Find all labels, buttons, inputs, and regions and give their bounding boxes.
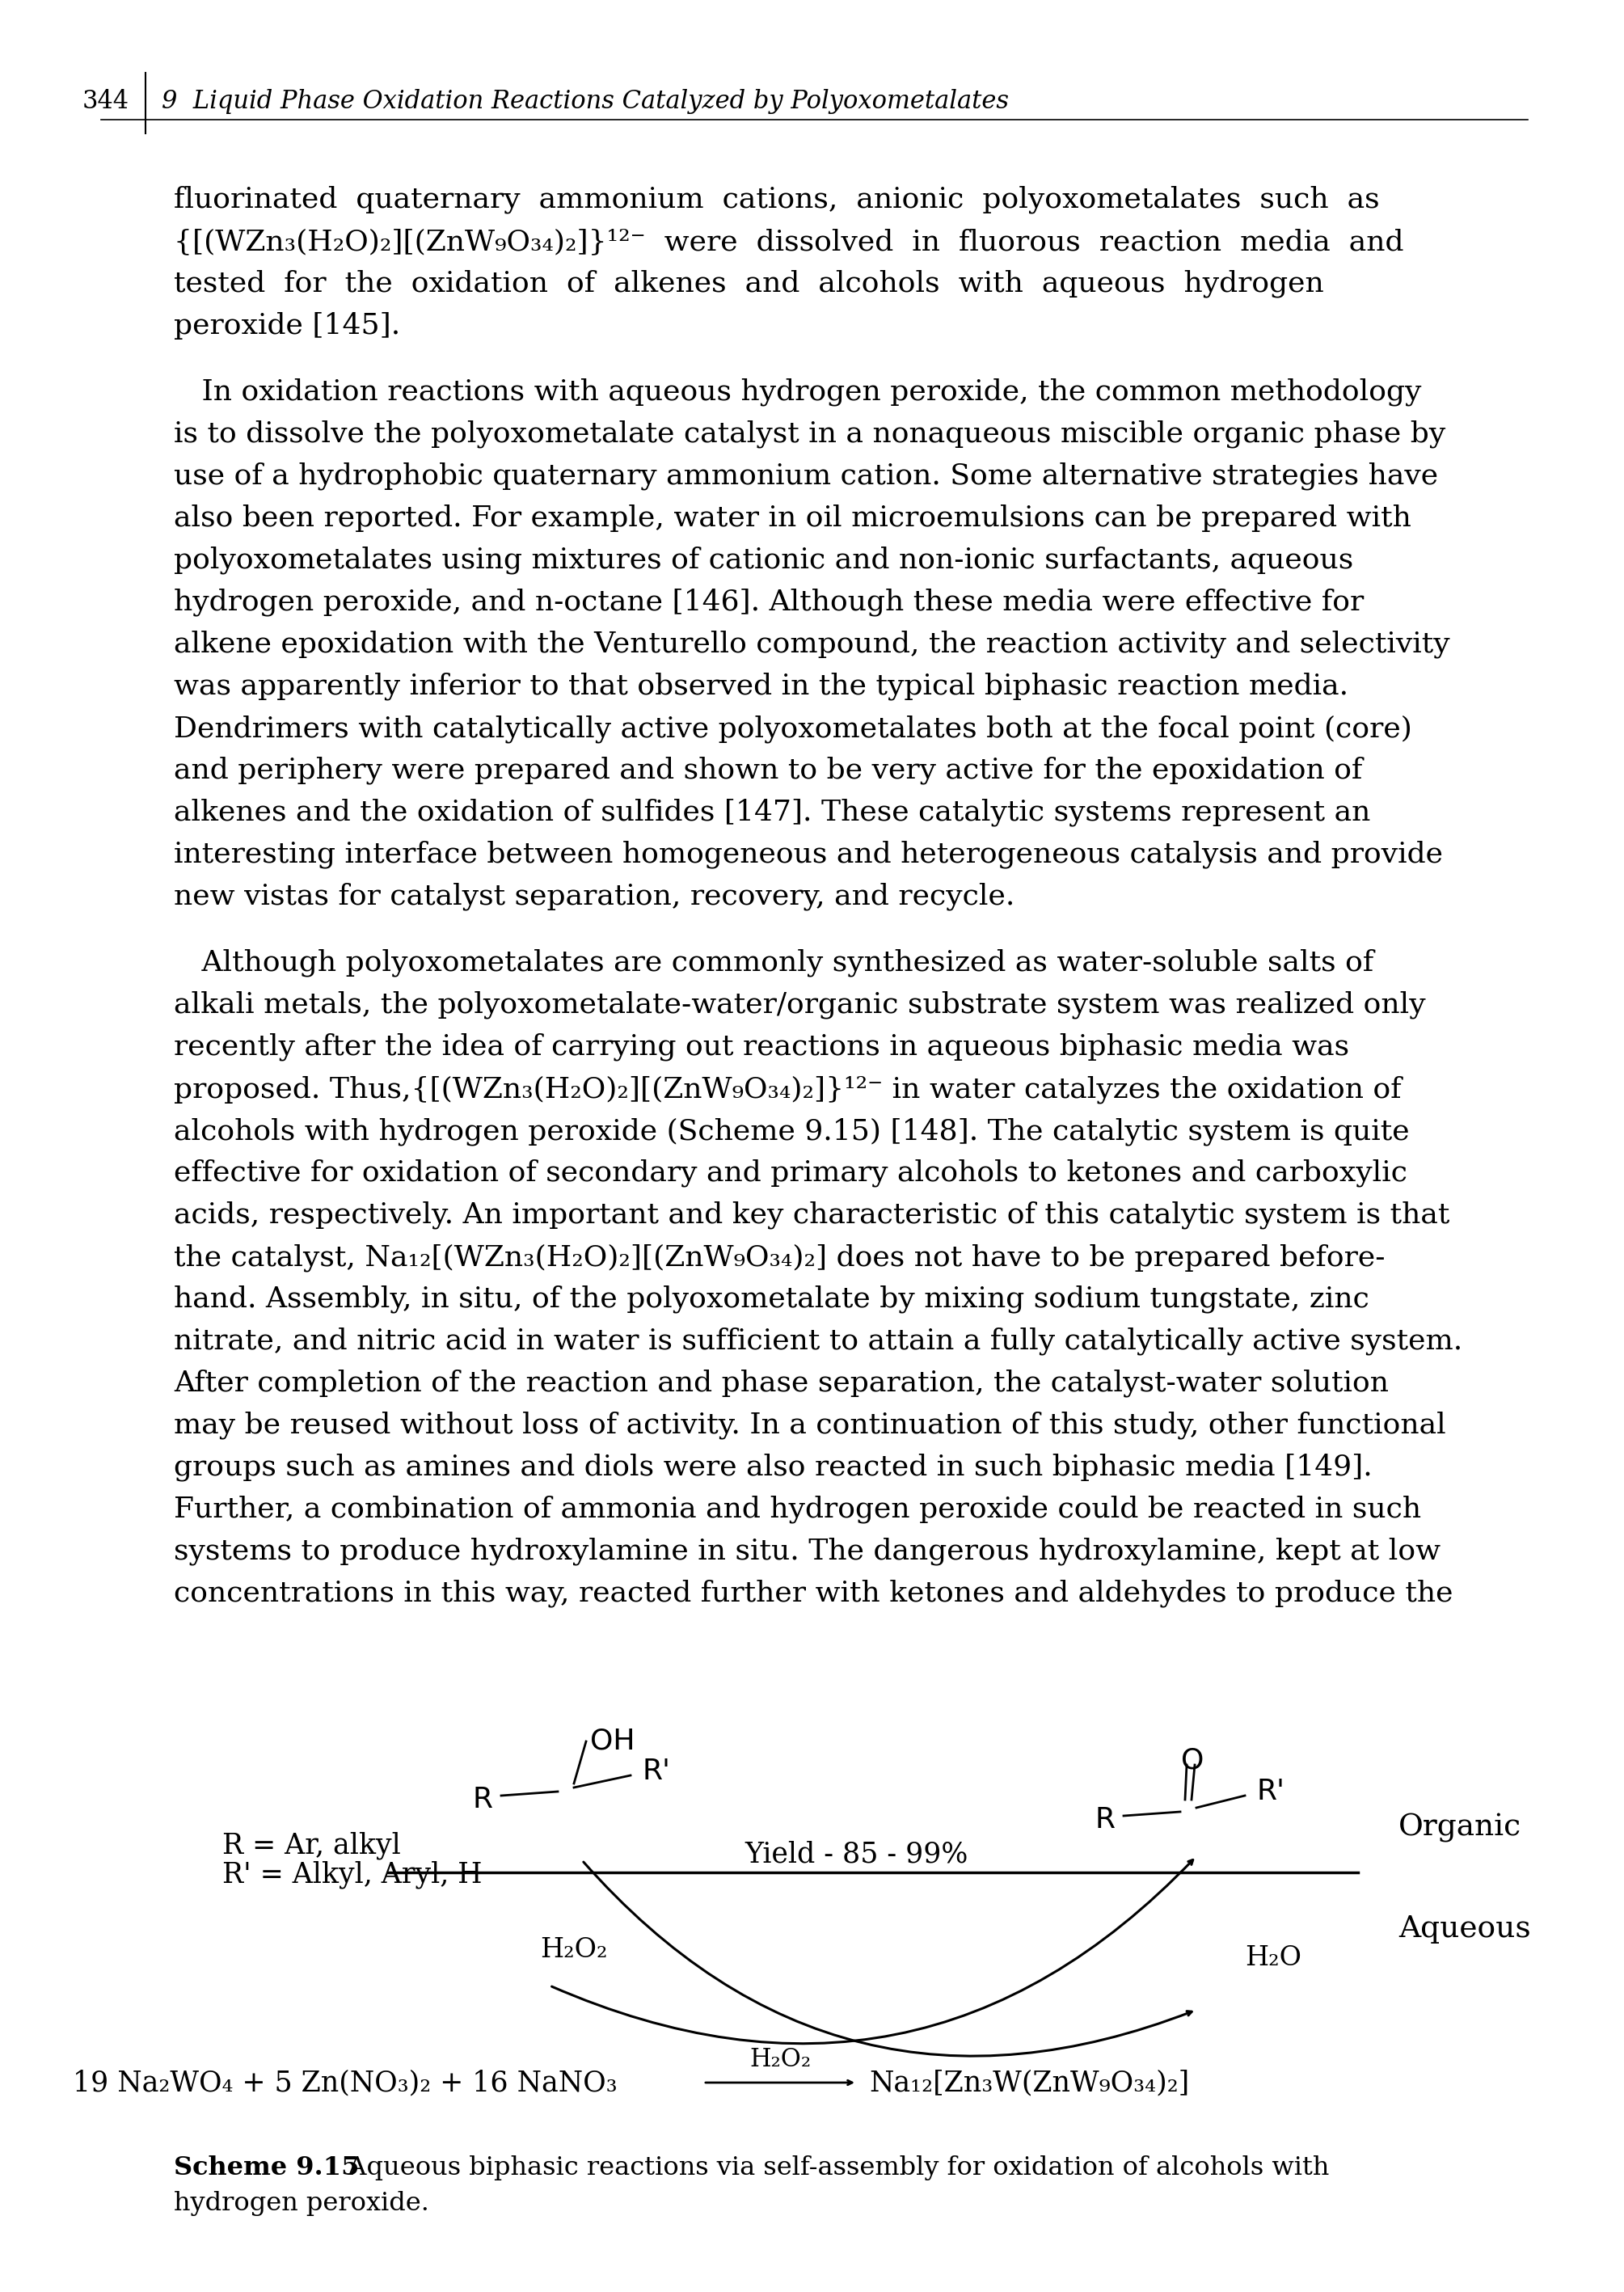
Text: R': R': [1257, 1779, 1285, 1806]
Text: Aqueous: Aqueous: [1398, 1914, 1531, 1944]
Text: 9  Liquid Phase Oxidation Reactions Catalyzed by Polyoxometalates: 9 Liquid Phase Oxidation Reactions Catal…: [162, 89, 1009, 115]
Text: alkene epoxidation with the Venturello compound, the reaction activity and selec: alkene epoxidation with the Venturello c…: [174, 630, 1450, 658]
Text: O: O: [1181, 1747, 1203, 1774]
Text: groups such as amines and diols were also reacted in such biphasic media [149].: groups such as amines and diols were als…: [174, 1453, 1372, 1481]
Text: and periphery were prepared and shown to be very active for the epoxidation of: and periphery were prepared and shown to…: [174, 756, 1363, 784]
Text: alkenes and the oxidation of sulfides [147]. These catalytic systems represent a: alkenes and the oxidation of sulfides [1…: [174, 800, 1371, 827]
Text: R' = Alkyl, Aryl, H: R' = Alkyl, Aryl, H: [222, 1861, 482, 1889]
Text: Na₁₂[Zn₃W(ZnW₉O₃₄)₂]: Na₁₂[Zn₃W(ZnW₉O₃₄)₂]: [869, 2070, 1189, 2097]
Text: the catalyst, Na₁₂[(WZn₃(H₂O)₂][(ZnW₉O₃₄)₂] does not have to be prepared before-: the catalyst, Na₁₂[(WZn₃(H₂O)₂][(ZnW₉O₃₄…: [174, 1245, 1385, 1272]
Text: R: R: [473, 1785, 494, 1813]
Text: {[(WZn₃(H₂O)₂][(ZnW₉O₃₄)₂]}¹²⁻  were  dissolved  in  fluorous  reaction  media  : {[(WZn₃(H₂O)₂][(ZnW₉O₃₄)₂]}¹²⁻ were diss…: [174, 227, 1403, 254]
Text: OH: OH: [590, 1726, 635, 1753]
Text: effective for oxidation of secondary and primary alcohols to ketones and carboxy: effective for oxidation of secondary and…: [174, 1160, 1408, 1187]
Text: fluorinated  quaternary  ammonium  cations,  anionic  polyoxometalates  such  as: fluorinated quaternary ammonium cations,…: [174, 186, 1379, 213]
Text: In oxidation reactions with aqueous hydrogen peroxide, the common methodology: In oxidation reactions with aqueous hydr…: [174, 378, 1421, 406]
Text: Dendrimers with catalytically active polyoxometalates both at the focal point (c: Dendrimers with catalytically active pol…: [174, 715, 1413, 743]
Text: acids, respectively. An important and key characteristic of this catalytic syste: acids, respectively. An important and ke…: [174, 1201, 1450, 1229]
Text: Organic: Organic: [1398, 1813, 1522, 1843]
Text: H₂O: H₂O: [1246, 1946, 1301, 1971]
Text: R = Ar, alkyl: R = Ar, alkyl: [222, 1831, 401, 1859]
Text: R: R: [1095, 1806, 1116, 1834]
Text: use of a hydrophobic quaternary ammonium cation. Some alternative strategies hav: use of a hydrophobic quaternary ammonium…: [174, 463, 1439, 490]
Text: polyoxometalates using mixtures of cationic and non-ionic surfactants, aqueous: polyoxometalates using mixtures of catio…: [174, 545, 1353, 575]
Text: Although polyoxometalates are commonly synthesized as water-soluble salts of: Although polyoxometalates are commonly s…: [174, 949, 1374, 976]
Text: is to dissolve the polyoxometalate catalyst in a nonaqueous miscible organic pha: is to dissolve the polyoxometalate catal…: [174, 419, 1445, 449]
Text: peroxide [145].: peroxide [145].: [174, 312, 401, 339]
Text: After completion of the reaction and phase separation, the catalyst-water soluti: After completion of the reaction and pha…: [174, 1371, 1389, 1398]
Text: hydrogen peroxide, and n-octane [146]. Although these media were effective for: hydrogen peroxide, and n-octane [146]. A…: [174, 589, 1364, 617]
Text: new vistas for catalyst separation, recovery, and recycle.: new vistas for catalyst separation, reco…: [174, 882, 1015, 910]
Text: R': R': [643, 1758, 671, 1785]
Text: Yield - 85 - 99%: Yield - 85 - 99%: [745, 1840, 968, 1868]
Text: tested  for  the  oxidation  of  alkenes  and  alcohols  with  aqueous  hydrogen: tested for the oxidation of alkenes and …: [174, 270, 1324, 298]
Text: hydrogen peroxide.: hydrogen peroxide.: [174, 2191, 429, 2216]
Text: H₂O₂: H₂O₂: [749, 2047, 810, 2072]
Text: may be reused without loss of activity. In a continuation of this study, other f: may be reused without loss of activity. …: [174, 1412, 1445, 1439]
Text: interesting interface between homogeneous and heterogeneous catalysis and provid: interesting interface between homogeneou…: [174, 841, 1444, 869]
Text: 19 Na₂WO₄ + 5 Zn(NO₃)₂ + 16 NaNO₃: 19 Na₂WO₄ + 5 Zn(NO₃)₂ + 16 NaNO₃: [73, 2070, 617, 2097]
Text: proposed. Thus,{[(WZn₃(H₂O)₂][(ZnW₉O₃₄)₂]}¹²⁻ in water catalyzes the oxidation o: proposed. Thus,{[(WZn₃(H₂O)₂][(ZnW₉O₃₄)₂…: [174, 1075, 1402, 1102]
Text: hand. Assembly, in situ, of the polyoxometalate by mixing sodium tungstate, zinc: hand. Assembly, in situ, of the polyoxom…: [174, 1286, 1369, 1313]
Text: recently after the idea of carrying out reactions in aqueous biphasic media was: recently after the idea of carrying out …: [174, 1034, 1350, 1061]
Text: nitrate, and nitric acid in water is sufficient to attain a fully catalytically : nitrate, and nitric acid in water is suf…: [174, 1327, 1463, 1355]
Text: concentrations in this way, reacted further with ketones and aldehydes to produc: concentrations in this way, reacted furt…: [174, 1579, 1453, 1607]
Text: Aqueous biphasic reactions via self-assembly for oxidation of alcohols with: Aqueous biphasic reactions via self-asse…: [331, 2154, 1330, 2180]
Text: also been reported. For example, water in oil microemulsions can be prepared wit: also been reported. For example, water i…: [174, 504, 1411, 532]
Text: was apparently inferior to that observed in the typical biphasic reaction media.: was apparently inferior to that observed…: [174, 672, 1348, 701]
Text: 344: 344: [83, 89, 130, 115]
Text: alcohols with hydrogen peroxide (Scheme 9.15) [148]. The catalytic system is qui: alcohols with hydrogen peroxide (Scheme …: [174, 1116, 1410, 1146]
Text: alkali metals, the polyoxometalate-water/organic substrate system was realized o: alkali metals, the polyoxometalate-water…: [174, 990, 1426, 1020]
Text: H₂O₂: H₂O₂: [541, 1937, 607, 1962]
Text: systems to produce hydroxylamine in situ. The dangerous hydroxylamine, kept at l: systems to produce hydroxylamine in situ…: [174, 1538, 1440, 1565]
Text: Scheme 9.15: Scheme 9.15: [174, 2154, 359, 2180]
Text: Further, a combination of ammonia and hydrogen peroxide could be reacted in such: Further, a combination of ammonia and hy…: [174, 1497, 1421, 1524]
